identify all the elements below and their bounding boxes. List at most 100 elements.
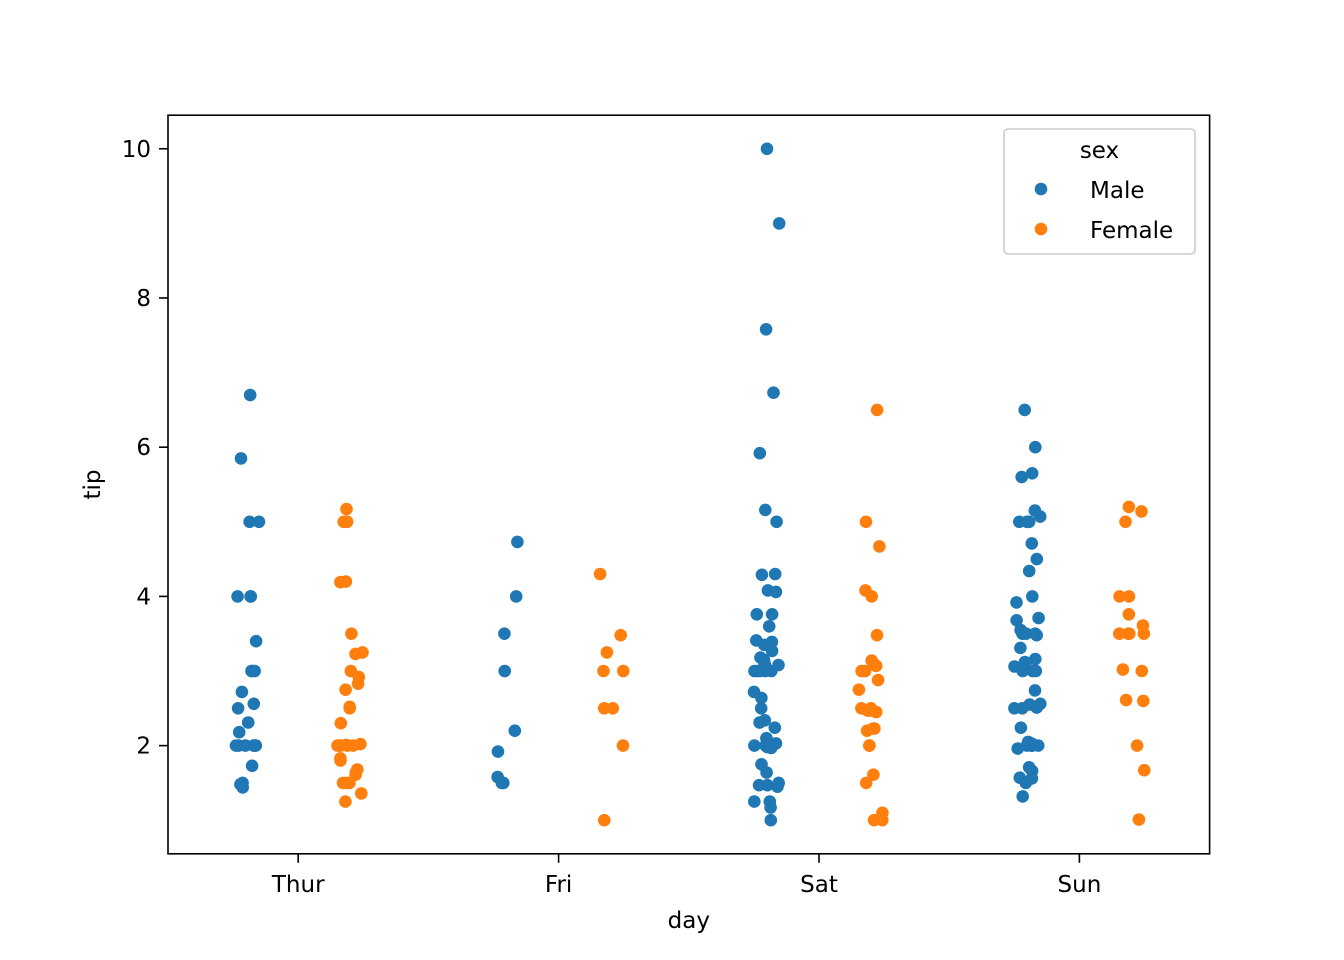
data-point-female [1122, 500, 1136, 514]
data-point-male [765, 644, 779, 658]
plot-area-frame [167, 114, 1211, 855]
x-axis-label: day [668, 908, 710, 934]
data-point-male [229, 739, 243, 752]
data-point-male [1016, 627, 1029, 640]
data-point-male [770, 515, 783, 529]
data-point-female [860, 724, 874, 737]
data-point-male [248, 739, 262, 752]
data-point-female [334, 739, 348, 752]
data-point-male [1014, 641, 1027, 655]
data-point-female [1113, 627, 1126, 640]
legend-label-female: Female [1090, 218, 1173, 244]
data-point-male [771, 780, 784, 793]
data-point-female [852, 683, 866, 696]
data-point-female [1137, 694, 1150, 708]
data-point-male [491, 745, 505, 758]
data-point-male [244, 590, 257, 603]
data-point-male [764, 801, 777, 814]
data-point-female [349, 647, 362, 661]
data-point-male [1028, 684, 1042, 697]
data-point-male [1025, 467, 1039, 480]
data-point-female [334, 575, 347, 589]
data-point-male [755, 691, 768, 705]
legend-frame [1003, 128, 1196, 255]
data-point-female [337, 515, 351, 529]
data-point-female [1122, 627, 1135, 640]
data-point-female [855, 664, 868, 678]
data-point-female [334, 754, 347, 767]
data-point-female [1119, 515, 1132, 529]
data-point-male [243, 388, 257, 402]
x-tick-label: Thur [271, 872, 325, 898]
data-point-female [1119, 693, 1133, 707]
data-point-male [1030, 552, 1044, 566]
data-point-male [761, 778, 774, 792]
data-point-male [247, 697, 261, 711]
data-point-male [1025, 764, 1039, 778]
data-point-male [1016, 664, 1029, 678]
legend-marker-female [1034, 222, 1048, 236]
data-point-male [498, 664, 512, 678]
data-point-male [1011, 742, 1024, 755]
data-point-male [1022, 515, 1036, 529]
data-point-male [1029, 652, 1042, 666]
data-point-male [751, 664, 764, 678]
data-point-female [617, 664, 630, 678]
data-point-male [241, 716, 255, 729]
data-point-male [759, 323, 773, 336]
data-point-female [1116, 663, 1130, 676]
data-point-male [748, 739, 761, 752]
data-point-male [760, 766, 773, 779]
data-point-male [235, 685, 249, 699]
data-point-male [231, 590, 244, 603]
data-point-female [867, 768, 880, 781]
data-point-male [508, 724, 522, 737]
data-point-male [1018, 403, 1031, 417]
data-point-female [1122, 608, 1136, 621]
y-tick-label: 6 [136, 435, 151, 461]
x-tick-label: Sun [1058, 872, 1102, 898]
data-point-female [606, 702, 620, 715]
data-point-female [859, 776, 873, 790]
data-point-female [355, 787, 368, 800]
y-axis-ticks: 2 4 6 8 10 [122, 137, 168, 760]
data-point-male [234, 452, 248, 465]
data-point-male [1008, 702, 1021, 715]
data-point-male [497, 776, 510, 790]
data-point-female [869, 705, 883, 719]
data-point-male [1029, 440, 1042, 454]
data-point-male [748, 795, 761, 808]
data-point-female [334, 716, 348, 730]
data-point-male [764, 741, 778, 755]
data-point-male [767, 386, 780, 400]
data-point-male [772, 217, 786, 230]
data-point-male [1026, 590, 1039, 603]
data-point-male [764, 813, 778, 827]
data-point-female [345, 627, 358, 640]
data-point-female [343, 702, 357, 715]
data-point-male [1030, 701, 1043, 714]
data-point-male [769, 585, 783, 599]
data-point-female [871, 673, 885, 687]
data-point-male [246, 664, 259, 678]
data-point-female [869, 659, 883, 673]
y-tick-label: 2 [136, 734, 151, 760]
data-point-male [759, 503, 772, 517]
data-point-female [340, 502, 353, 516]
data-point-male [1015, 470, 1028, 484]
data-point-female [1122, 590, 1136, 603]
data-point-male [1019, 776, 1033, 790]
data-point-male [252, 515, 266, 529]
data-point-male [509, 590, 523, 603]
data-point-female [863, 739, 876, 752]
data-point-male [760, 142, 774, 156]
data-point-female [1130, 739, 1144, 752]
data-point-male [245, 759, 259, 773]
data-point-female [870, 628, 884, 642]
data-point-male [765, 608, 779, 621]
data-point-female [873, 540, 886, 553]
data-point-male [1010, 596, 1023, 609]
data-point-male [768, 567, 782, 581]
data-points [229, 142, 1151, 827]
